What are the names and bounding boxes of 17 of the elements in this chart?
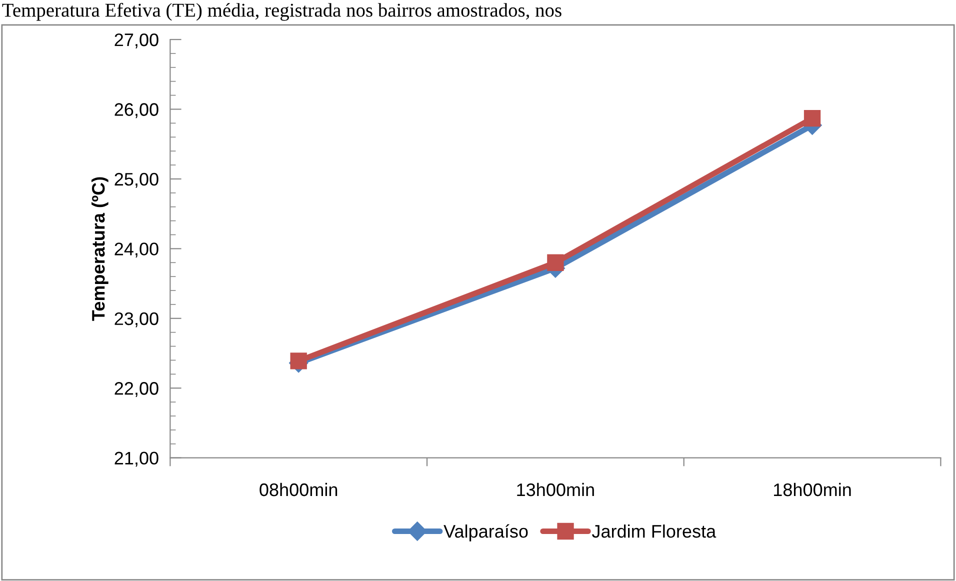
- point: [547, 254, 564, 271]
- y-tick-label: 22,00: [114, 382, 158, 397]
- y-axis-title: Temperatura (ºC): [91, 177, 108, 321]
- legend-label: Valparaíso: [444, 524, 528, 542]
- point: [290, 352, 307, 370]
- y-tick-label: 21,00: [114, 452, 158, 467]
- x-tick-label: 18h00min: [774, 482, 851, 496]
- legend-label: Jardim Floresta: [592, 524, 716, 538]
- x-tick-label: 13h00min: [517, 482, 594, 496]
- point: [804, 110, 821, 127]
- y-tick-label: 26,00: [114, 103, 158, 118]
- chart-title: Temperatura Efetiva (TE) média, registrada nos bairros amostrados, nos: [2, 2, 562, 21]
- y-tick-label: 24,00: [114, 242, 158, 258]
- y-tick-label: 27,00: [114, 33, 158, 48]
- y-tick-label: 23,00: [114, 312, 158, 328]
- y-tick-label: 25,00: [114, 172, 158, 188]
- x-tick-label: 08h00min: [260, 482, 338, 496]
